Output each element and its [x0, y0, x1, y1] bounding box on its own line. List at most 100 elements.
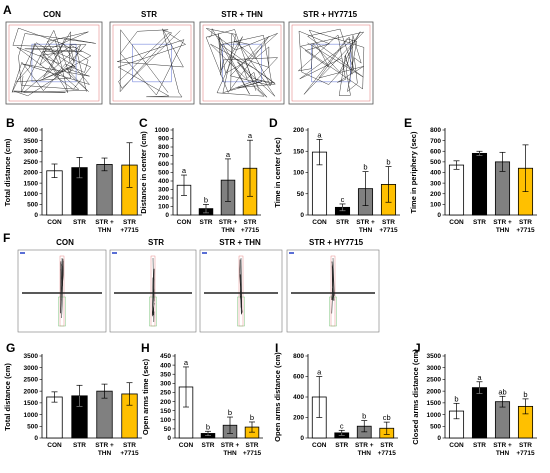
- y-tick-label: 450: [160, 353, 171, 360]
- y-tick-label: 0: [167, 435, 171, 442]
- y-tick-label: 350: [160, 371, 171, 378]
- y-axis-label: Closed arms distance (cm): [411, 349, 420, 445]
- significance-letter: a: [317, 130, 322, 139]
- open-field-label-con: CON: [43, 10, 61, 19]
- y-axis-label: Distance in center (cm): [139, 131, 148, 214]
- y-tick-label: 1000: [155, 127, 170, 134]
- y-tick-label: 200: [160, 399, 171, 406]
- open-field-row: A CON STR STR + THN STR + HY7715: [3, 3, 374, 105]
- y-tick-label: 3500: [24, 138, 39, 145]
- y-tick-label: 200: [430, 191, 441, 198]
- open-field-track-3: [288, 21, 374, 105]
- y-tick-label: 300: [430, 180, 441, 187]
- y-tick-label: 2000: [24, 170, 39, 177]
- y-tick-label: 500: [430, 423, 441, 430]
- y-axis-label: Open arms time (sec): [141, 358, 150, 435]
- x-category-label: STR: [200, 219, 213, 226]
- x-category-label: THN: [359, 227, 373, 234]
- y-tick-label: 400: [160, 362, 171, 369]
- y-tick-label: 1500: [24, 400, 39, 407]
- x-category-label: STR: [380, 442, 393, 449]
- significance-letter: b: [523, 390, 527, 399]
- x-category-label: STR +: [493, 219, 512, 226]
- x-category-label: STR: [244, 219, 257, 226]
- panel-letter: G: [6, 341, 15, 355]
- y-tick-label: 400: [158, 178, 169, 185]
- significance-letter: a: [184, 358, 189, 367]
- y-tick-label: 4000: [24, 127, 39, 134]
- y-tick-label: 800: [158, 144, 169, 151]
- y-tick-label: 2000: [24, 388, 39, 395]
- panel-letter: B: [6, 116, 15, 130]
- open-field-label-str-hy7715: STR + HY7715: [303, 10, 358, 19]
- panel-letter-a: A: [3, 3, 12, 17]
- y-tick-label: 600: [430, 148, 441, 155]
- significance-letter: ab: [498, 387, 506, 396]
- chart-total-distance-plus-maze: G Total distance (cm) 0 500 1000 1500 2000 2500…: [3, 341, 142, 457]
- y-tick-label: 1000: [24, 412, 39, 419]
- y-tick-label: 0: [300, 212, 304, 219]
- panel-letter: J: [414, 341, 421, 355]
- x-category-label: CON: [312, 219, 327, 226]
- x-category-label: STR +: [355, 442, 374, 449]
- y-axis-label: Time in periphery (sec): [409, 131, 418, 213]
- x-category-label: STR +: [493, 442, 512, 449]
- significance-letter: b: [454, 394, 458, 403]
- bar-2: [96, 164, 113, 216]
- significance-letter: c: [341, 195, 345, 204]
- open-field-tracks: [5, 21, 374, 105]
- x-category-label: STR: [73, 442, 86, 449]
- y-tick-label: 600: [158, 161, 169, 168]
- y-tick-label: 250: [160, 390, 171, 397]
- y-tick-label: 100: [158, 204, 169, 211]
- x-category-label: THN: [358, 450, 372, 457]
- plus-maze-tracks: [17, 249, 380, 333]
- y-tick-label: 600: [293, 374, 304, 381]
- x-category-label: STR: [246, 442, 259, 449]
- open-field-label-str: STR: [141, 10, 157, 19]
- x-category-label: STR +: [356, 219, 375, 226]
- y-axis-label: Total distance (cm): [3, 363, 12, 431]
- significance-letter: a: [248, 131, 253, 140]
- x-category-label: +7715: [120, 450, 139, 457]
- y-tick-label: 500: [27, 423, 38, 430]
- chart-time-in-center: D Time in center (sec) 0 50 100 150 200 a CON c ST…: [269, 116, 400, 234]
- y-tick-label: 100: [430, 202, 441, 209]
- panel-letter-f: F: [3, 231, 10, 245]
- significance-letter: a: [317, 368, 322, 377]
- x-category-label: THN: [223, 450, 237, 457]
- y-tick-label: 400: [430, 170, 441, 177]
- y-tick-label: 0: [300, 435, 304, 442]
- y-tick-label: 300: [158, 187, 169, 194]
- x-category-label: STR: [123, 442, 136, 449]
- x-category-label: STR: [73, 219, 86, 226]
- x-category-label: CON: [449, 219, 464, 226]
- plus-maze-label-str: STR: [148, 238, 164, 247]
- y-tick-label: 3000: [24, 148, 39, 155]
- x-category-label: STR +: [219, 219, 238, 226]
- x-category-label: THN: [98, 450, 112, 457]
- y-axis-label: Total distance (cm): [3, 138, 12, 206]
- open-field-track-2: [199, 21, 285, 105]
- x-category-label: CON: [47, 219, 62, 226]
- y-tick-label: 500: [430, 159, 441, 166]
- y-tick-label: 900: [158, 136, 169, 143]
- significance-letter: b: [206, 422, 210, 431]
- x-category-label: STR: [519, 442, 532, 449]
- y-axis-label: Time in center (sec): [273, 137, 282, 208]
- y-tick-label: 3000: [427, 365, 442, 372]
- x-category-label: +7715: [378, 450, 397, 457]
- x-category-label: STR +: [95, 442, 114, 449]
- y-tick-label: 3500: [427, 353, 442, 360]
- y-tick-label: 1500: [24, 180, 39, 187]
- x-category-label: STR +: [221, 442, 240, 449]
- significance-letter: b: [386, 158, 390, 167]
- y-tick-label: 0: [34, 212, 38, 219]
- plus-maze-track-3: [286, 249, 380, 333]
- y-tick-label: 100: [160, 417, 171, 424]
- significance-letter: b: [362, 412, 366, 421]
- y-tick-label: 200: [293, 415, 304, 422]
